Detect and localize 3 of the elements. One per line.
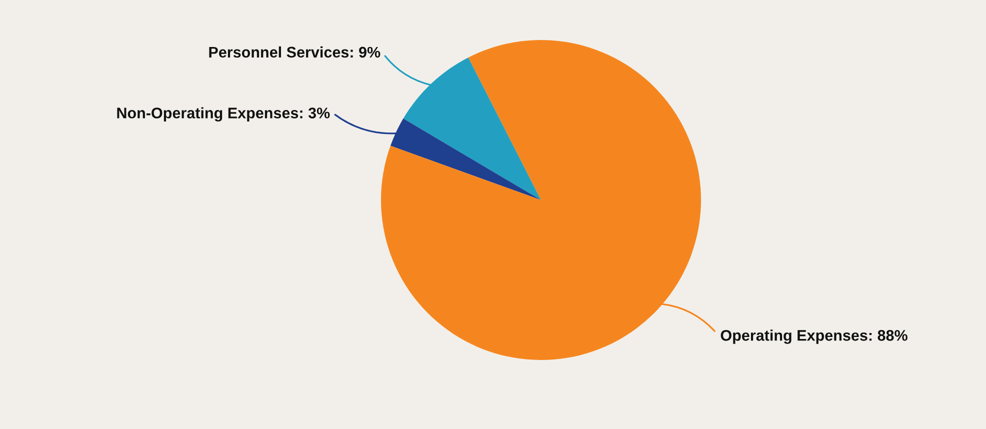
slice-label: Non-Operating Expenses: 3%: [117, 107, 330, 122]
slice-label: Personnel Services: 9%: [209, 46, 380, 58]
slice-label: Operating Expenses: 88%: [720, 330, 908, 344]
